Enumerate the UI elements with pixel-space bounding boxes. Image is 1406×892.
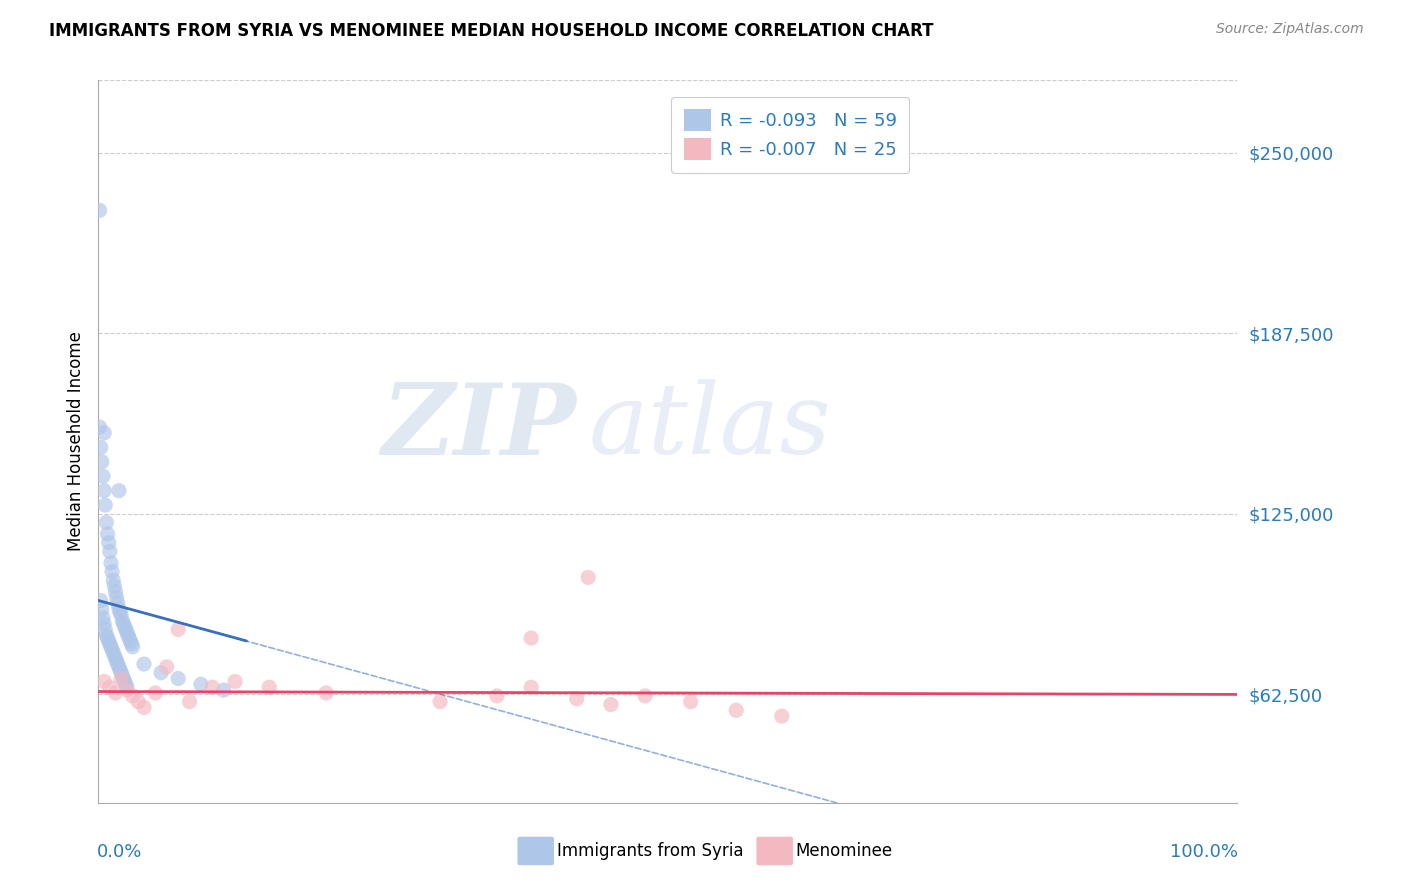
Point <box>127 695 149 709</box>
Point <box>97 535 120 549</box>
Point <box>112 616 135 631</box>
Point <box>110 672 132 686</box>
Point <box>96 527 118 541</box>
Point <box>91 469 114 483</box>
Point <box>634 689 657 703</box>
Point <box>565 691 588 706</box>
Point <box>97 634 120 648</box>
Point <box>520 680 543 694</box>
Point <box>94 498 117 512</box>
Point <box>112 672 135 686</box>
Point <box>115 625 138 640</box>
Point <box>520 631 543 645</box>
Point <box>110 607 132 622</box>
Point <box>103 648 125 663</box>
Text: IMMIGRANTS FROM SYRIA VS MENOMINEE MEDIAN HOUSEHOLD INCOME CORRELATION CHART: IMMIGRANTS FROM SYRIA VS MENOMINEE MEDIA… <box>49 22 934 40</box>
Point <box>108 660 131 674</box>
Point <box>104 686 127 700</box>
Point <box>108 483 131 498</box>
Text: Menominee: Menominee <box>796 842 893 860</box>
Point <box>429 695 451 709</box>
Point <box>115 683 138 698</box>
Point <box>96 631 118 645</box>
Point <box>114 677 136 691</box>
Text: Source: ZipAtlas.com: Source: ZipAtlas.com <box>1216 22 1364 37</box>
Point <box>145 686 167 700</box>
Point <box>90 602 112 616</box>
Text: Immigrants from Syria: Immigrants from Syria <box>557 842 744 860</box>
Point <box>103 646 125 660</box>
Point <box>132 657 155 671</box>
Point <box>110 665 132 680</box>
Point <box>94 623 117 637</box>
Point <box>167 672 190 686</box>
Point <box>100 556 122 570</box>
Point <box>117 628 139 642</box>
Point <box>93 616 115 631</box>
Text: 0.0%: 0.0% <box>97 843 142 861</box>
Point <box>121 640 143 654</box>
Point <box>600 698 623 712</box>
Point <box>107 596 129 610</box>
Point <box>90 455 112 469</box>
Point <box>89 203 111 218</box>
Point <box>90 440 112 454</box>
Point <box>108 602 131 616</box>
Point <box>96 516 118 530</box>
Point <box>104 584 127 599</box>
Point <box>770 709 793 723</box>
Point <box>201 680 224 694</box>
Point <box>150 665 173 680</box>
Point <box>212 683 235 698</box>
Point <box>120 634 142 648</box>
Point <box>96 628 118 642</box>
Point <box>98 680 121 694</box>
Point <box>93 674 115 689</box>
Point <box>100 640 122 654</box>
Point <box>224 674 246 689</box>
Point <box>101 642 124 657</box>
Point <box>725 703 748 717</box>
Point <box>118 631 141 645</box>
Text: 100.0%: 100.0% <box>1170 843 1239 861</box>
Point <box>98 544 121 558</box>
Point <box>576 570 599 584</box>
Point <box>120 637 142 651</box>
Point <box>89 420 111 434</box>
Legend: R = -0.093   N = 59, R = -0.007   N = 25: R = -0.093 N = 59, R = -0.007 N = 25 <box>671 96 910 173</box>
Point <box>132 700 155 714</box>
Point <box>103 579 125 593</box>
Point <box>107 657 129 671</box>
Point <box>486 689 509 703</box>
Point <box>190 677 212 691</box>
Point <box>93 483 115 498</box>
Point <box>90 593 112 607</box>
Text: ZIP: ZIP <box>382 379 576 475</box>
Point <box>114 674 136 689</box>
Point <box>108 663 131 677</box>
Point <box>105 591 128 605</box>
Point <box>259 680 281 694</box>
Point <box>114 619 136 633</box>
Point <box>179 695 201 709</box>
Point <box>111 614 134 628</box>
Point <box>121 689 143 703</box>
Y-axis label: Median Household Income: Median Household Income <box>66 332 84 551</box>
Point <box>101 565 124 579</box>
Point <box>103 574 125 588</box>
Point <box>167 623 190 637</box>
Point <box>104 651 127 665</box>
Point <box>111 668 134 682</box>
Point <box>679 695 702 709</box>
Point <box>315 686 337 700</box>
Point <box>108 605 131 619</box>
Text: atlas: atlas <box>588 379 831 475</box>
Point <box>105 654 128 668</box>
Point <box>93 425 115 440</box>
Point <box>98 637 121 651</box>
Point <box>91 611 114 625</box>
Point <box>156 660 179 674</box>
Point <box>115 680 138 694</box>
Point <box>114 623 136 637</box>
